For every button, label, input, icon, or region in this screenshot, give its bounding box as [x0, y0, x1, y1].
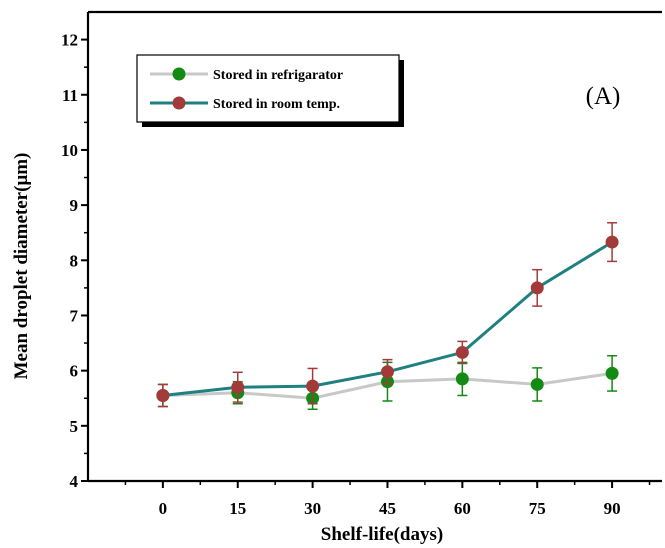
legend-marker — [172, 96, 186, 110]
y-tick-label: 7 — [70, 306, 79, 325]
data-point — [455, 345, 469, 359]
legend-item-2: Stored in room temp. — [150, 96, 340, 112]
data-point — [455, 372, 469, 386]
y-tick-label: 12 — [61, 31, 78, 50]
y-tick-label: 9 — [70, 196, 79, 215]
legend-label: Stored in refrigarator — [213, 68, 343, 83]
data-point — [605, 366, 619, 380]
x-tick-label: 75 — [529, 499, 546, 518]
y-tick-label: 8 — [70, 251, 79, 270]
series-2 — [156, 222, 619, 408]
y-tick-label: 6 — [70, 362, 79, 381]
x-tick-label: 30 — [304, 499, 321, 518]
legend-box — [136, 54, 400, 123]
y-tick-label: 5 — [70, 417, 79, 436]
x-tick-label: 45 — [379, 499, 396, 518]
data-point — [231, 380, 245, 394]
data-point — [306, 379, 320, 393]
data-point — [156, 388, 170, 402]
legend-label: Stored in room temp. — [213, 97, 340, 112]
plot-frame — [86, 10, 662, 483]
data-point — [530, 377, 544, 391]
data-point — [380, 365, 394, 379]
x-axis-title: Shelf-life(days) — [321, 524, 443, 545]
x-tick-label: 90 — [604, 499, 621, 518]
y-axis: 4 5 6 7 8 9 10 11 12 — [61, 31, 88, 491]
x-tick-label: 15 — [229, 499, 246, 518]
series-layer — [156, 222, 619, 411]
y-tick-label: 4 — [70, 472, 79, 491]
x-tick-label: 0 — [159, 499, 168, 518]
legend-items: Stored in refrigarator Stored in room tem… — [150, 67, 343, 112]
y-axis-title: Mean droplet diameter(μm) — [11, 153, 32, 380]
legend-item-1: Stored in refrigarator — [150, 67, 343, 83]
data-point — [605, 235, 619, 249]
x-tick-label: 60 — [454, 499, 471, 518]
legend: Stored in refrigarator Stored in room tem… — [136, 54, 404, 127]
legend-marker — [172, 67, 186, 81]
y-tick-label: 11 — [62, 86, 78, 105]
x-axis: 0 15 30 45 60 75 90 — [124, 481, 651, 518]
panel-label: (A) — [586, 83, 621, 110]
data-point — [530, 281, 544, 295]
y-tick-label: 10 — [61, 141, 78, 160]
